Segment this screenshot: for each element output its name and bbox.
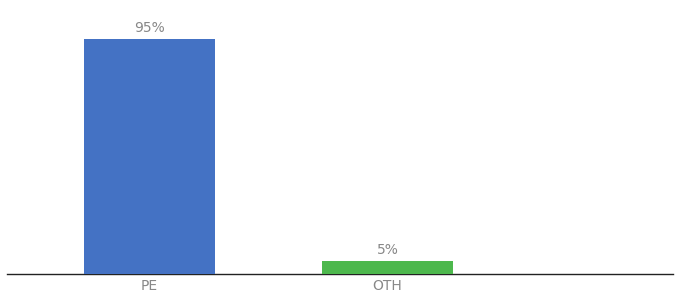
Bar bbox=[322, 261, 453, 274]
Text: 95%: 95% bbox=[135, 21, 165, 35]
Text: 5%: 5% bbox=[377, 244, 398, 257]
Bar bbox=[84, 39, 215, 274]
